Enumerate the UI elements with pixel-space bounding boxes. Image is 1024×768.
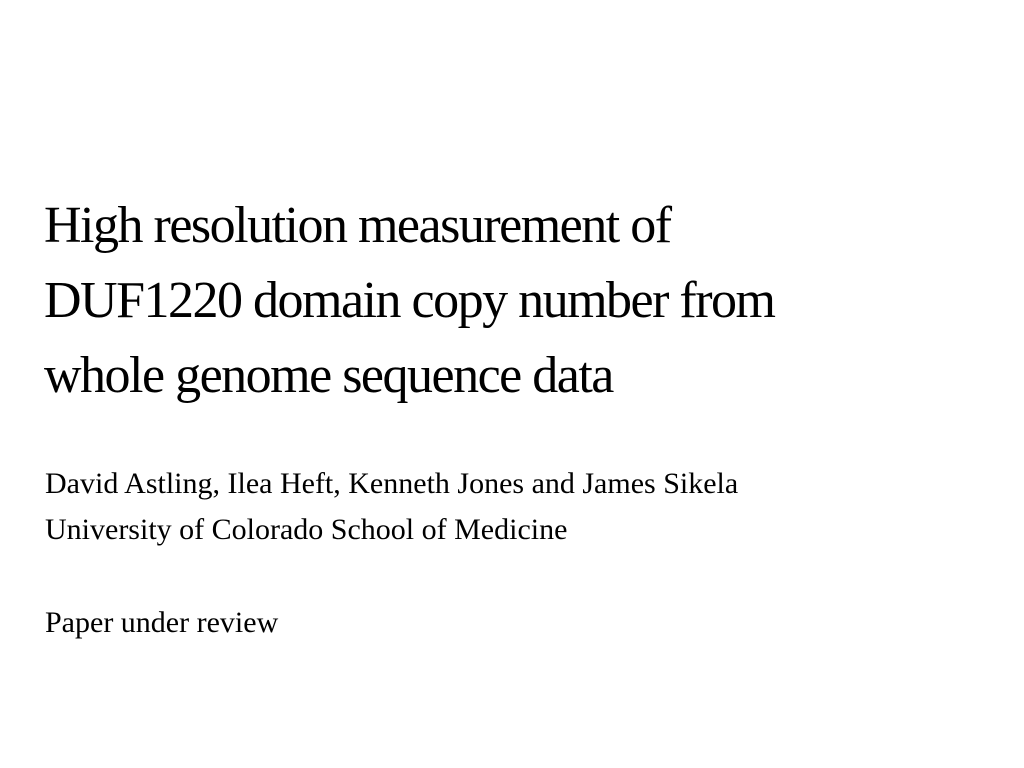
author-info: David Astling, Ilea Heft, Kenneth Jones … xyxy=(45,461,985,553)
authors-text: David Astling, Ilea Heft, Kenneth Jones … xyxy=(45,467,739,500)
title-line-3: whole genome sequence data xyxy=(44,347,614,404)
title-line-1: High resolution measurement of xyxy=(44,197,672,254)
publication-status: Paper under review xyxy=(45,600,985,646)
title-line-2: DUF1220 domain copy number from xyxy=(44,272,776,329)
affiliation-text: University of Colorado School of Medicin… xyxy=(45,513,568,546)
status-text: Paper under review xyxy=(45,606,279,639)
slide-title: High resolution measurement of DUF1220 d… xyxy=(44,188,984,413)
